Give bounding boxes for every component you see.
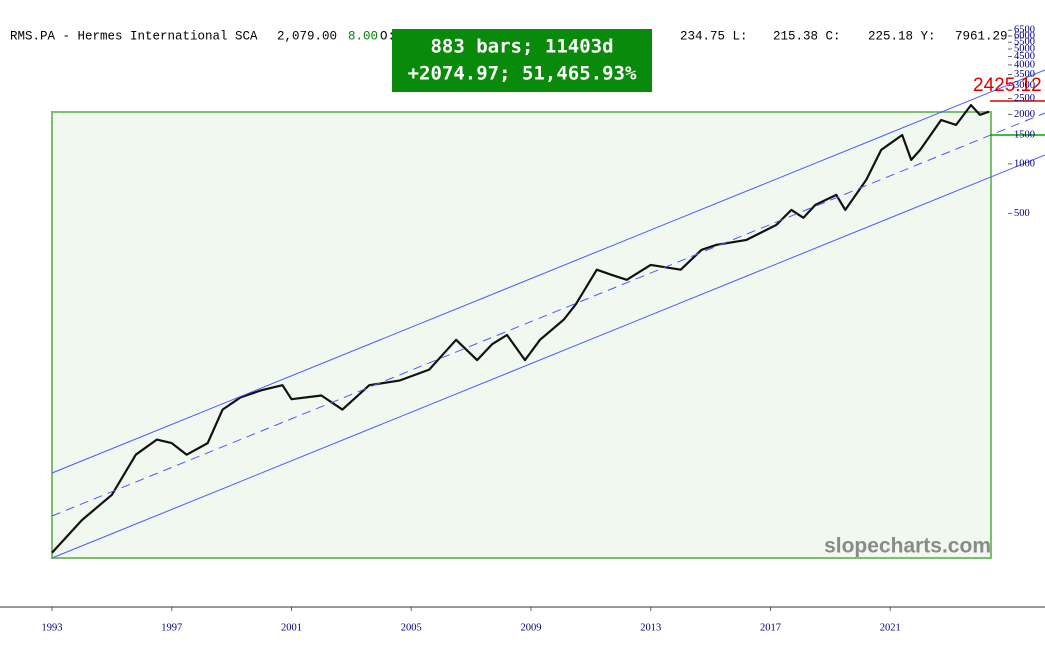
y-tick-label: 500 [1014, 208, 1030, 219]
y-tick-label: 3500 [1014, 69, 1035, 80]
mid-channel [51, 112, 1045, 517]
y-tick-label: 1500 [1014, 129, 1035, 140]
y-tick-label: 1000 [1014, 158, 1035, 169]
y-tick-label: 2000 [1014, 109, 1035, 120]
header-field: 7961.29 [955, 29, 1008, 43]
x-tick-label: 2013 [640, 622, 661, 633]
y-tick-label: 4000 [1014, 59, 1035, 70]
header-field: 234.75 L: [680, 29, 748, 43]
plot-area [51, 111, 992, 559]
y-tick-label: 5500 [1014, 37, 1035, 48]
x-tick-label: 2005 [401, 622, 422, 633]
header-field: 225.18 Y: [868, 29, 936, 43]
x-tick-label: 2001 [281, 622, 302, 633]
y-tick-label: 2500 [1014, 93, 1035, 104]
measure-line: +2074.97; 51,465.93% [408, 63, 637, 85]
last-label: 2425.12 [973, 75, 1042, 96]
header-field: 2,079.00 [277, 29, 337, 43]
watermark: slopecharts.com [824, 535, 991, 558]
header-field: 8.00 [348, 29, 378, 43]
upper-channel [51, 69, 1045, 474]
y-tick-label: 6000 [1014, 30, 1035, 41]
x-tick-label: 1993 [42, 622, 63, 633]
y-tick-label: 6500 [1014, 25, 1035, 36]
x-tick-label: 2021 [880, 622, 901, 633]
measure-box [392, 29, 652, 92]
price-line [51, 104, 990, 554]
header-field: RMS.PA - Hermes International SCA [10, 29, 258, 43]
x-tick-label: 2009 [520, 622, 541, 633]
x-tick-label: 1997 [161, 622, 182, 633]
measure-line: 883 bars; 11403d [430, 36, 613, 58]
lower-channel [51, 154, 1045, 559]
y-tick-label: 3000 [1014, 80, 1035, 91]
y-tick-label: 5000 [1014, 43, 1035, 54]
x-tick-label: 2017 [760, 622, 781, 633]
y-tick-label: 4500 [1014, 51, 1035, 62]
header-field: 215.38 C: [773, 29, 841, 43]
